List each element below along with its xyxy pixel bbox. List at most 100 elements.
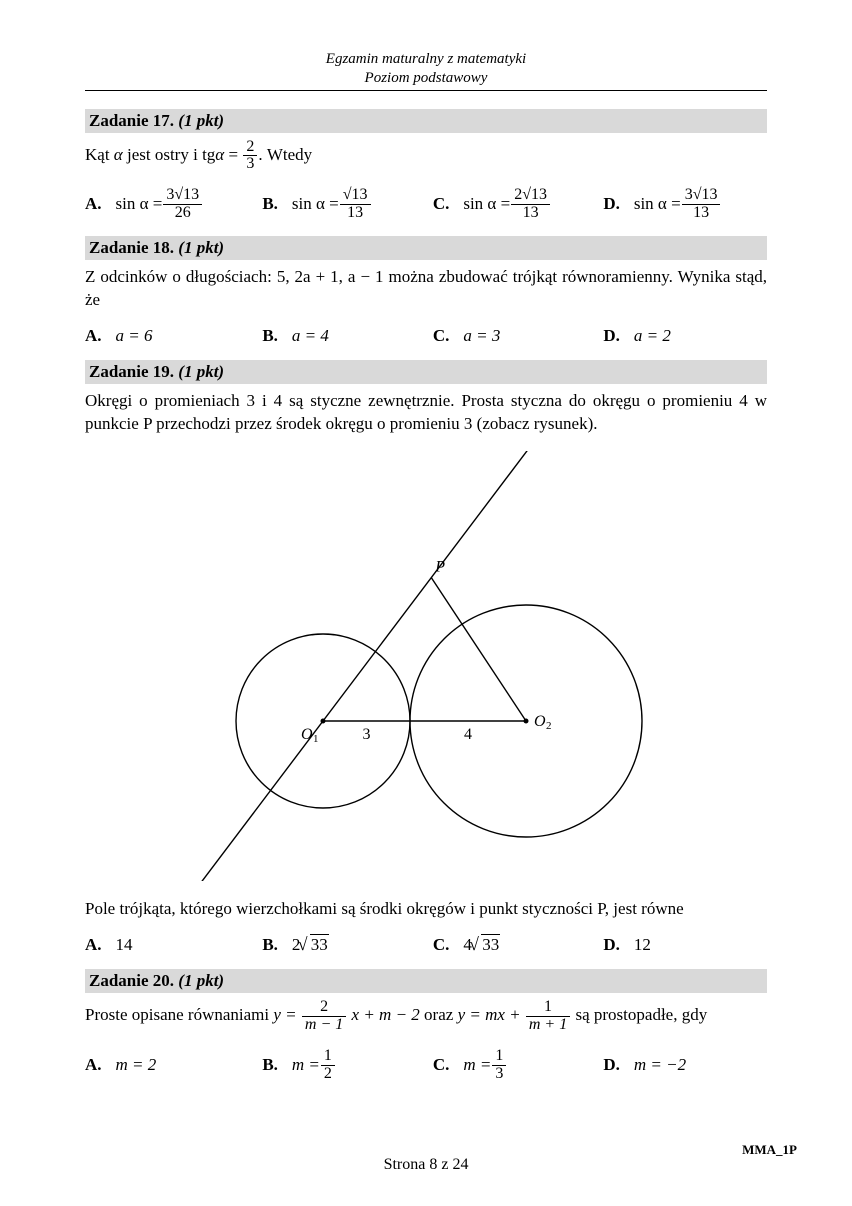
circles-diagram: O1O2P34 bbox=[106, 451, 746, 881]
t19a-v: 14 bbox=[116, 935, 133, 955]
t19c-l: C. bbox=[433, 935, 450, 955]
t20b-n: 1 bbox=[321, 1048, 335, 1066]
t17a-lhs: sin α = bbox=[116, 194, 163, 214]
task19-opt-a: A. 14 bbox=[85, 935, 262, 955]
task18-prompt: Z odcinków o długościach: 5, 2a + 1, a −… bbox=[85, 266, 767, 312]
svg-text:O: O bbox=[534, 713, 546, 730]
svg-text:P: P bbox=[434, 559, 445, 576]
t20a-v: m = 2 bbox=[116, 1055, 157, 1075]
task20-opt-b: B.m = 12 bbox=[262, 1048, 433, 1083]
t18c-l: C. bbox=[433, 326, 450, 346]
task19-figure: O1O2P34 bbox=[85, 451, 767, 886]
t17b-lhs: sin α = bbox=[292, 194, 339, 214]
task19-prompt2: Pole trójkąta, którego wierzchołkami są … bbox=[85, 898, 767, 921]
t17d-frac: 3√1313 bbox=[682, 187, 721, 222]
t20-f1n: 2 bbox=[302, 999, 346, 1017]
task18-opt-a: A. a = 6 bbox=[85, 326, 262, 346]
t20-post: są prostopadłe, gdy bbox=[571, 1006, 707, 1025]
task19-opt-c: C.433 bbox=[433, 935, 604, 955]
svg-text:4: 4 bbox=[464, 726, 472, 743]
t19c-sqrt: 33 bbox=[472, 935, 500, 955]
t20-eq1l: y = bbox=[273, 1006, 301, 1025]
svg-text:O: O bbox=[301, 726, 313, 743]
t17d-num: 3√13 bbox=[682, 187, 721, 205]
t20c-n: 1 bbox=[492, 1048, 506, 1066]
svg-text:2: 2 bbox=[546, 720, 552, 732]
header-line2: Poziom podstawowy bbox=[85, 69, 767, 88]
task18-title: Zadanie 18. bbox=[89, 238, 174, 257]
t20b-l: B. bbox=[262, 1055, 278, 1075]
t17c-frac: 2√1313 bbox=[511, 187, 550, 222]
t18b-l: B. bbox=[262, 326, 278, 346]
t19d-v: 12 bbox=[634, 935, 651, 955]
task17-opt-b: B. sin α = √1313 bbox=[262, 187, 433, 222]
t17-post: . Wtedy bbox=[258, 145, 312, 164]
header-line1: Egzamin maturalny z matematyki bbox=[85, 50, 767, 69]
task17-opt-d: D. sin α = 3√1313 bbox=[603, 187, 767, 222]
t18d-l: D. bbox=[603, 326, 620, 346]
t20-eq2l: y = mx + bbox=[458, 1006, 525, 1025]
svg-text:3: 3 bbox=[363, 726, 371, 743]
t20-f2n: 1 bbox=[526, 999, 570, 1017]
t17d-label: D. bbox=[603, 194, 620, 214]
task17-prompt: Kąt α jest ostry i tgα = 23. Wtedy bbox=[85, 139, 767, 174]
t17a-num: 3√13 bbox=[163, 187, 202, 205]
task18-header: Zadanie 18. (1 pkt) bbox=[85, 236, 767, 260]
task18-options: A. a = 6 B. a = 4 C. a = 3 D. a = 2 bbox=[85, 326, 767, 346]
task19-options: A.14 B.233 C.433 D.12 bbox=[85, 935, 767, 955]
t17-frac-den: 3 bbox=[243, 156, 257, 173]
svg-text:1: 1 bbox=[313, 733, 319, 745]
task20-options: A.m = 2 B.m = 12 C.m = 13 D.m = −2 bbox=[85, 1048, 767, 1083]
t17-frac-num: 2 bbox=[243, 139, 257, 157]
t17a-frac: 3√1326 bbox=[163, 187, 202, 222]
task17-opt-a: A. sin α = 3√1326 bbox=[85, 187, 262, 222]
task17-header: Zadanie 17. (1 pkt) bbox=[85, 109, 767, 133]
exam-header: Egzamin maturalny z matematyki Poziom po… bbox=[85, 50, 767, 91]
task18-pts: (1 pkt) bbox=[178, 238, 224, 257]
t19b-sqrt: 33 bbox=[300, 935, 328, 955]
task17-options: A. sin α = 3√1326 B. sin α = √1313 C. si… bbox=[85, 187, 767, 222]
t20c-lhs: m = bbox=[463, 1055, 491, 1075]
t20-f2d: m + 1 bbox=[526, 1017, 570, 1034]
t20-f2: 1m + 1 bbox=[526, 999, 570, 1034]
t18d-v: a = 2 bbox=[634, 326, 671, 346]
task19-opt-d: D. 12 bbox=[603, 935, 767, 955]
t20b-d: 2 bbox=[321, 1066, 335, 1083]
t18c-v: a = 3 bbox=[463, 326, 500, 346]
task19-pts: (1 pkt) bbox=[178, 362, 224, 381]
task20-opt-d: D.m = −2 bbox=[603, 1048, 767, 1083]
task20-opt-c: C.m = 13 bbox=[433, 1048, 604, 1083]
t20c-f: 13 bbox=[492, 1048, 506, 1083]
t19d-l: D. bbox=[603, 935, 620, 955]
t17b-num: √13 bbox=[340, 187, 371, 205]
t19b-l: B. bbox=[262, 935, 278, 955]
t19c-r: 33 bbox=[481, 934, 500, 954]
t17a-label: A. bbox=[85, 194, 102, 214]
task20-prompt: Proste opisane równaniami y = 2m − 1 x +… bbox=[85, 999, 767, 1034]
t17-mid: jest ostry i tg bbox=[123, 145, 216, 164]
task17-opt-c: C. sin α = 2√1313 bbox=[433, 187, 604, 222]
task19-title: Zadanie 19. bbox=[89, 362, 174, 381]
task20-header: Zadanie 20. (1 pkt) bbox=[85, 969, 767, 993]
t18a-v: a = 6 bbox=[116, 326, 153, 346]
t17-eq: = bbox=[224, 145, 242, 164]
task19-header: Zadanie 19. (1 pkt) bbox=[85, 360, 767, 384]
t19a-l: A. bbox=[85, 935, 102, 955]
task20-opt-a: A. m = 2 bbox=[85, 1048, 262, 1083]
t17c-num: 2√13 bbox=[511, 187, 550, 205]
exam-page: Egzamin maturalny z matematyki Poziom po… bbox=[0, 0, 852, 1206]
page-footer: Strona 8 z 24 bbox=[0, 1156, 852, 1174]
t17d-lhs: sin α = bbox=[634, 194, 681, 214]
t20-eq1m: x + m − 2 bbox=[347, 1006, 420, 1025]
t17-frac: 23 bbox=[243, 139, 257, 174]
task20-pts: (1 pkt) bbox=[178, 971, 224, 990]
t20-pre: Proste opisane równaniami bbox=[85, 1006, 273, 1025]
t17-alpha: α bbox=[114, 145, 123, 164]
t17c-lhs: sin α = bbox=[463, 194, 510, 214]
t18b-v: a = 4 bbox=[292, 326, 329, 346]
t20a-l: A. bbox=[85, 1055, 102, 1075]
t18a-l: A. bbox=[85, 326, 102, 346]
t20-f1d: m − 1 bbox=[302, 1017, 346, 1034]
t17-alpha2: α bbox=[215, 145, 224, 164]
t20-f1: 2m − 1 bbox=[302, 999, 346, 1034]
